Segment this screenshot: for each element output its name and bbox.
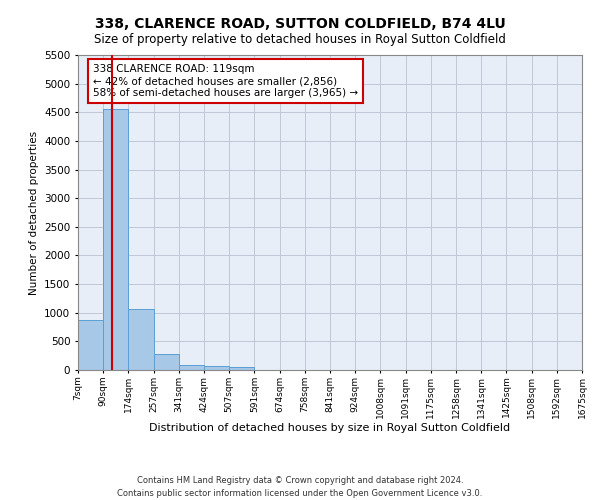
Bar [154, 354, 179, 370]
Bar [103, 109, 128, 370]
Text: 338 CLARENCE ROAD: 119sqm
← 42% of detached houses are smaller (2,856)
58% of se: 338 CLARENCE ROAD: 119sqm ← 42% of detac… [93, 64, 358, 98]
X-axis label: Distribution of detached houses by size in Royal Sutton Coldfield: Distribution of detached houses by size … [149, 423, 511, 433]
Bar [229, 367, 254, 370]
Bar [179, 366, 204, 370]
Text: Contains HM Land Registry data © Crown copyright and database right 2024.
Contai: Contains HM Land Registry data © Crown c… [118, 476, 482, 498]
Bar [204, 366, 229, 370]
Bar [128, 310, 154, 370]
Bar [78, 320, 103, 370]
Text: 338, CLARENCE ROAD, SUTTON COLDFIELD, B74 4LU: 338, CLARENCE ROAD, SUTTON COLDFIELD, B7… [95, 18, 505, 32]
Y-axis label: Number of detached properties: Number of detached properties [29, 130, 38, 294]
Text: Size of property relative to detached houses in Royal Sutton Coldfield: Size of property relative to detached ho… [94, 32, 506, 46]
